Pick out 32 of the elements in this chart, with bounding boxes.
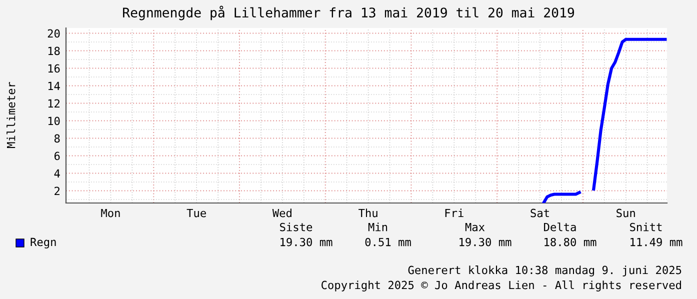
x-tick-label: Wed xyxy=(272,208,292,218)
legend-label: Regn xyxy=(30,238,56,248)
text: 11.49 mm xyxy=(630,238,682,246)
text: 0.51 mm xyxy=(365,238,411,246)
y-tick-label: 16 xyxy=(48,64,60,73)
y-tick-label: 12 xyxy=(48,99,60,108)
text: Min xyxy=(368,222,388,232)
y-tick-label: 4 xyxy=(54,169,60,178)
x-tick-label: Sat xyxy=(530,208,549,218)
text: 19.30 mm xyxy=(460,238,512,246)
text: Delta xyxy=(544,222,576,232)
x-tick-label: Thu xyxy=(358,208,378,218)
x-tick-label: Mon xyxy=(101,208,120,218)
x-tick-label: Fri xyxy=(445,208,464,218)
text: 19.30 mm xyxy=(280,238,332,246)
text: Generert klokka 10:38 mandag 9. juni 2025 xyxy=(408,266,682,276)
y-axis-title: Millimeter xyxy=(6,82,16,148)
x-tick-label: Sun xyxy=(616,208,635,218)
y-tick-label: 14 xyxy=(48,82,60,90)
y-tick-label: 6 xyxy=(54,152,60,160)
text: Max xyxy=(465,222,485,232)
y-tick-label: 20 xyxy=(48,29,60,38)
y-tick-label: 8 xyxy=(54,134,60,143)
text: Copyright 2025 © Jo Andreas Lien - All rights reserved xyxy=(322,280,681,292)
text: Snitt xyxy=(630,222,662,232)
text: 18.80 mm xyxy=(544,238,596,246)
y-tick-label: 10 xyxy=(48,116,60,126)
text: Siste xyxy=(280,222,312,232)
y-tick-label: 18 xyxy=(48,46,60,56)
chart-title: Regnmengde på Lillehammer fra 13 mai 2019 til 20 mai 2019 xyxy=(123,6,574,20)
x-tick-label: Tue xyxy=(186,208,206,218)
y-tick-label: 2 xyxy=(54,186,60,195)
